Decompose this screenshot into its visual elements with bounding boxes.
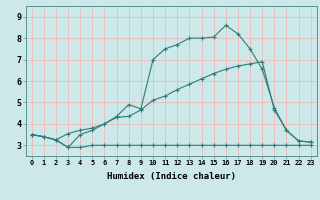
X-axis label: Humidex (Indice chaleur): Humidex (Indice chaleur): [107, 172, 236, 181]
